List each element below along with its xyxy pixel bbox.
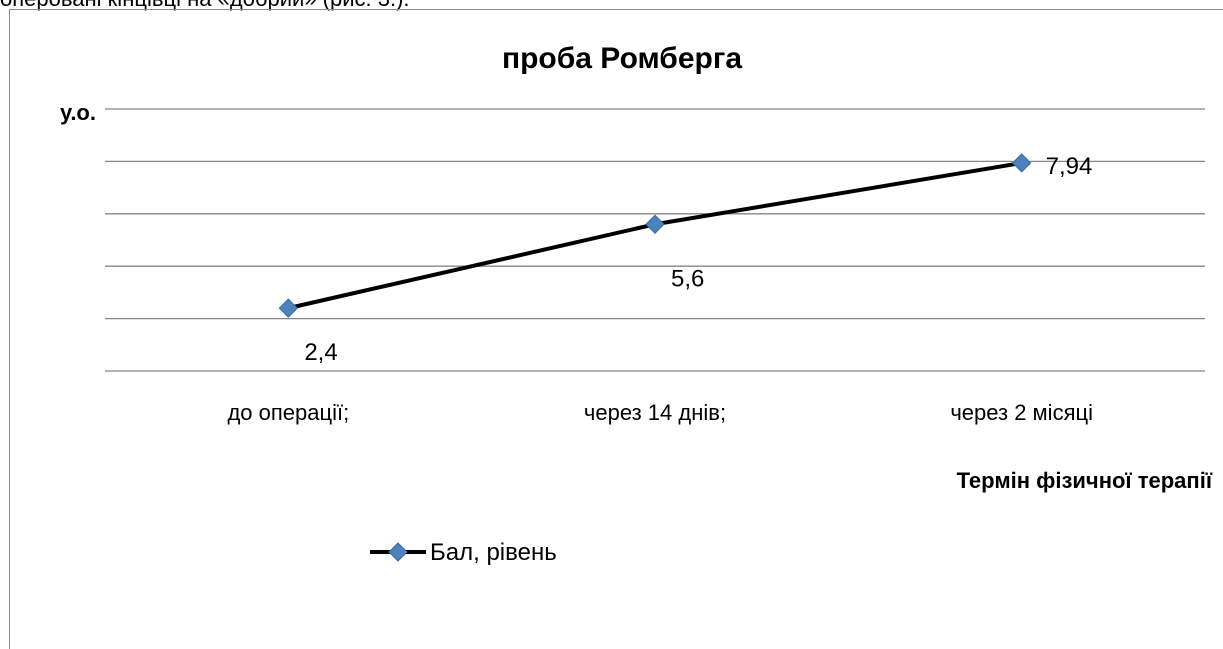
x-axis-ticks: до операції; через 14 днів; через 2 місяці <box>227 400 1093 425</box>
series-group: 2,4 5,6 7,94 <box>278 153 1093 366</box>
context-text: оперовані кінцівці на «добрий» (рис. 3.)… <box>0 0 410 12</box>
data-point-marker <box>1011 153 1032 173</box>
data-point-marker <box>278 298 299 318</box>
data-label: 7,94 <box>1046 153 1093 180</box>
data-label: 2,4 <box>304 339 337 366</box>
x-axis-label: Термін фізичної терапії <box>957 468 1213 493</box>
legend: Бал, рівень <box>370 539 557 566</box>
gridlines <box>105 108 1205 372</box>
x-tick-label: до операції; <box>227 400 349 425</box>
x-tick-label: через 14 днів; <box>584 400 726 425</box>
data-point-marker <box>645 214 665 234</box>
x-tick-label: через 2 місяці <box>950 400 1093 425</box>
chart-title: проба Ромберга <box>502 42 742 75</box>
legend-marker-icon <box>388 542 408 562</box>
chart-frame <box>9 9 1223 649</box>
y-axis-label: у.о. <box>60 100 96 125</box>
data-label: 5,6 <box>671 265 704 292</box>
legend-label: Бал, рівень <box>430 539 557 566</box>
series-line <box>287 160 1022 311</box>
